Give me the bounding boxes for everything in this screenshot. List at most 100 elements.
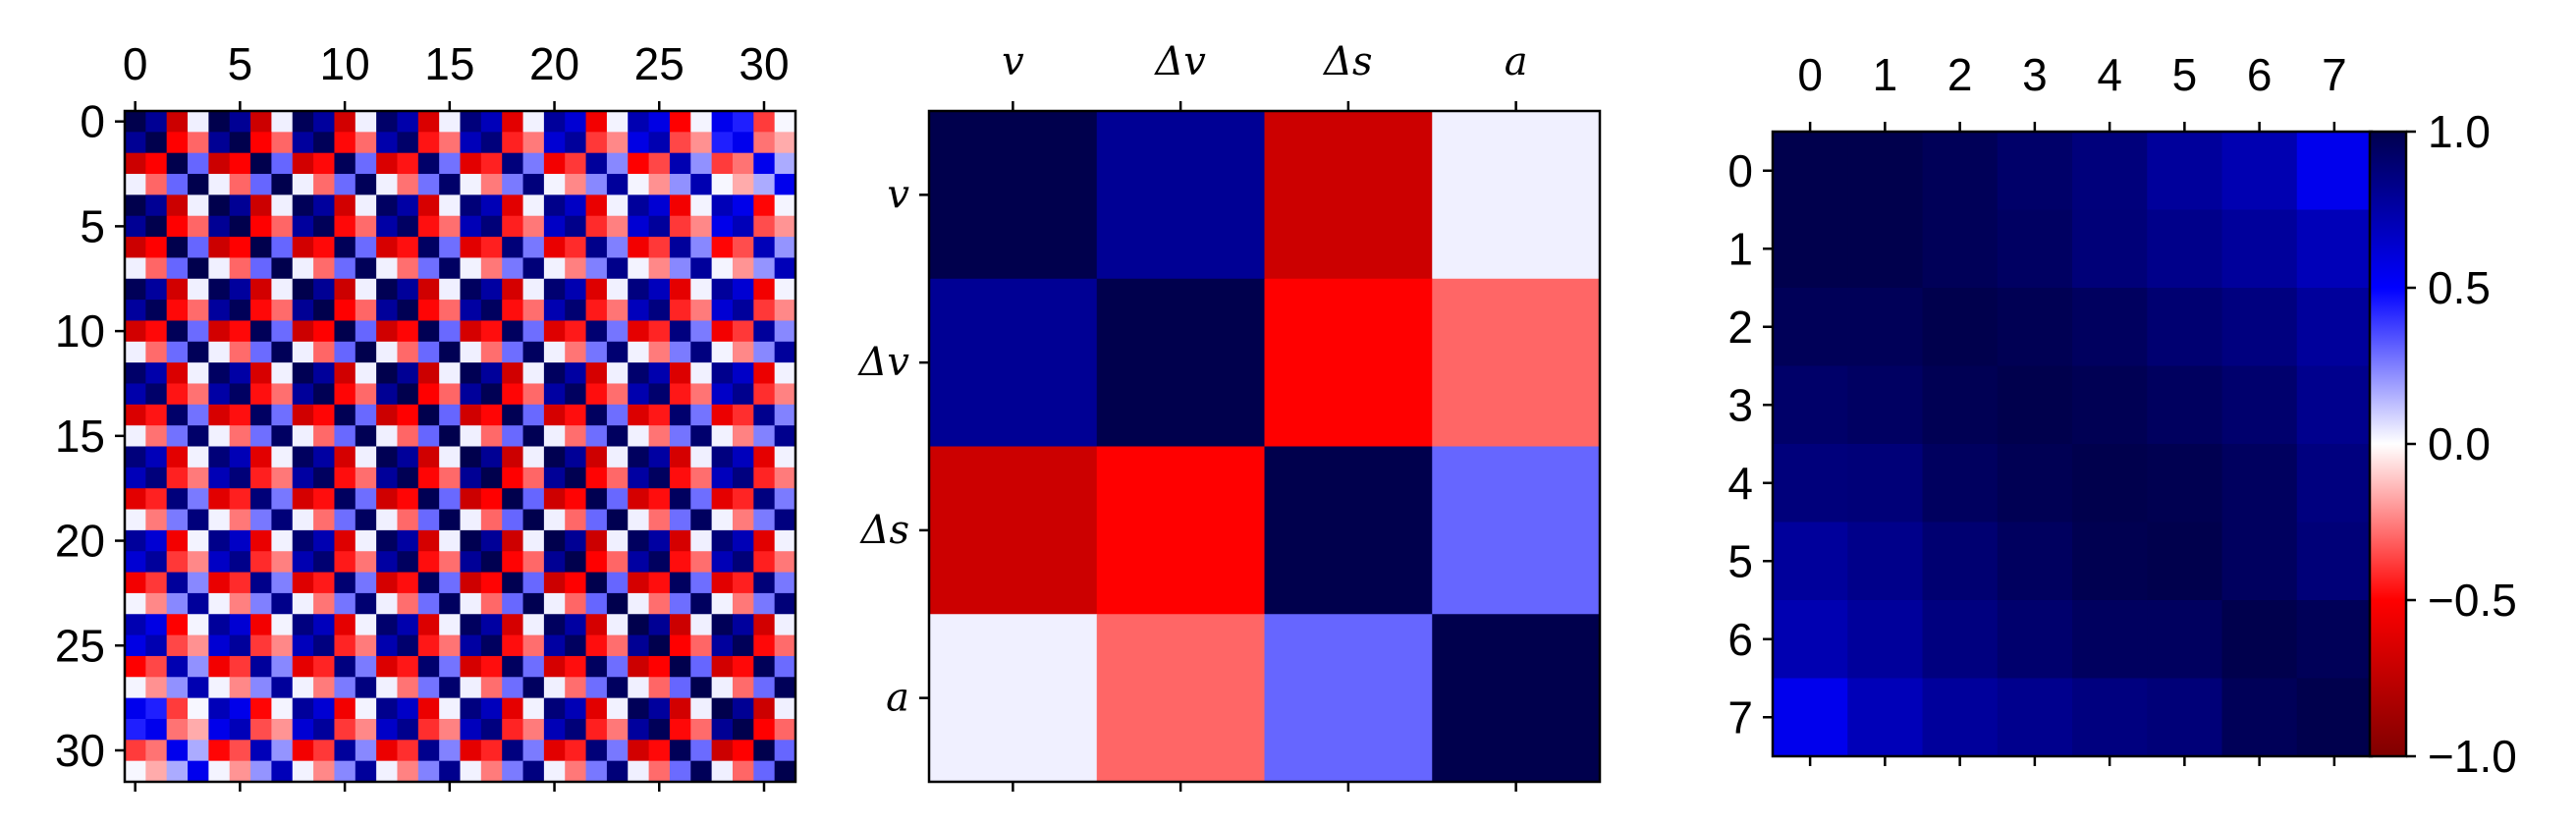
heatmap-cell — [439, 425, 462, 448]
heatmap-cell — [208, 237, 231, 258]
heatmap-cell — [125, 509, 146, 531]
heatmap-cell — [690, 425, 713, 448]
heatmap-cell — [166, 677, 189, 699]
heatmap-cell — [502, 529, 524, 552]
heatmap-cell — [480, 174, 503, 195]
heatmap-cell — [732, 362, 754, 385]
heatmap-cell — [355, 320, 377, 343]
heatmap-cell — [628, 677, 650, 699]
heatmap-cell — [753, 697, 776, 720]
heatmap-cell — [648, 174, 671, 195]
heatmap-cell — [145, 320, 168, 343]
heatmap-cell — [565, 111, 587, 133]
heatmap-cell — [522, 300, 545, 322]
heatmap-cell — [188, 237, 209, 258]
heatmap-cell — [208, 509, 231, 531]
heatmap-cell — [313, 215, 336, 238]
heatmap-cell — [439, 551, 462, 574]
heatmap-cell — [669, 320, 691, 343]
heatmap-cell — [313, 237, 336, 258]
heatmap-cell — [397, 300, 419, 322]
heatmap-cell — [208, 341, 231, 363]
heatmap-cell — [417, 592, 440, 615]
x-tick-label: 30 — [739, 38, 789, 89]
heatmap-cell — [250, 237, 272, 258]
heatmap-cell — [313, 341, 336, 363]
heatmap-cell — [585, 257, 608, 280]
heatmap-cell — [2072, 209, 2148, 289]
lag-correlation-heatmap-frame — [123, 109, 797, 784]
heatmap-cell — [166, 404, 189, 426]
heatmap-cell — [543, 572, 566, 594]
heatmap-cell — [145, 614, 168, 636]
heatmap-cell — [628, 655, 650, 678]
heatmap-cell — [439, 194, 462, 217]
heatmap-cell — [522, 529, 545, 552]
heatmap-cell — [732, 215, 754, 238]
heatmap-cell — [480, 278, 503, 301]
heatmap-cell — [376, 237, 399, 258]
heatmap-cell — [166, 509, 189, 531]
heatmap-cell — [417, 529, 440, 552]
heatmap-cell — [585, 341, 608, 363]
heatmap-cell — [1997, 209, 2073, 289]
heatmap-cell — [355, 614, 377, 636]
heatmap-cell — [1922, 132, 1999, 211]
heatmap-cell — [606, 529, 629, 552]
heatmap-cell — [628, 278, 650, 301]
heatmap-cell — [208, 278, 231, 301]
x-tick-label: 25 — [634, 38, 685, 89]
heatmap-cell — [355, 237, 377, 258]
heatmap-cell — [929, 111, 1098, 280]
heatmap-cell — [585, 237, 608, 258]
heatmap-cell — [480, 425, 503, 448]
heatmap-cell — [334, 194, 356, 217]
heatmap-cell — [334, 529, 356, 552]
heatmap-cell — [271, 446, 294, 468]
heatmap-cell — [292, 718, 314, 741]
heatmap-cell — [292, 152, 314, 175]
heatmap-cell — [628, 341, 650, 363]
heatmap-cell — [606, 572, 629, 594]
heatmap-cell — [711, 300, 734, 322]
heatmap-cell — [145, 257, 168, 280]
heatmap-cell — [397, 237, 419, 258]
heatmap-cell — [208, 614, 231, 636]
heatmap-cell — [711, 362, 734, 385]
heatmap-cell — [690, 341, 713, 363]
heatmap-cell — [292, 132, 314, 154]
variable-correlation-heatmap-frame — [927, 109, 1602, 784]
heatmap-cell — [313, 718, 336, 741]
heatmap-cell — [2147, 209, 2223, 289]
heatmap-cell — [2221, 522, 2298, 601]
heatmap-cell — [502, 467, 524, 489]
heatmap-cell — [166, 111, 189, 133]
heatmap-cell — [417, 111, 440, 133]
heatmap-cell — [606, 718, 629, 741]
heatmap-cell — [417, 509, 440, 531]
heatmap-cell — [753, 488, 776, 511]
heatmap-cell — [460, 257, 482, 280]
heatmap-cell — [1773, 522, 1848, 601]
heatmap-cell — [417, 174, 440, 195]
heatmap-cell — [2072, 678, 2148, 757]
heatmap-cell — [606, 467, 629, 489]
heatmap-cell — [229, 446, 251, 468]
heatmap-cell — [669, 237, 691, 258]
heatmap-cell — [2296, 288, 2373, 367]
heatmap-cell — [208, 425, 231, 448]
heatmap-cell — [669, 592, 691, 615]
heatmap-cell — [125, 174, 146, 195]
heatmap-cell — [355, 383, 377, 406]
heatmap-cell — [648, 467, 671, 489]
heatmap-cell — [334, 341, 356, 363]
heatmap-cell — [313, 740, 336, 762]
heatmap-cell — [648, 111, 671, 133]
heatmap-cell — [480, 152, 503, 175]
heatmap-cell — [439, 362, 462, 385]
heatmap-cell — [229, 614, 251, 636]
heatmap-cell — [397, 425, 419, 448]
heatmap-cell — [732, 257, 754, 280]
heatmap-cell — [292, 362, 314, 385]
heatmap-cell — [229, 425, 251, 448]
